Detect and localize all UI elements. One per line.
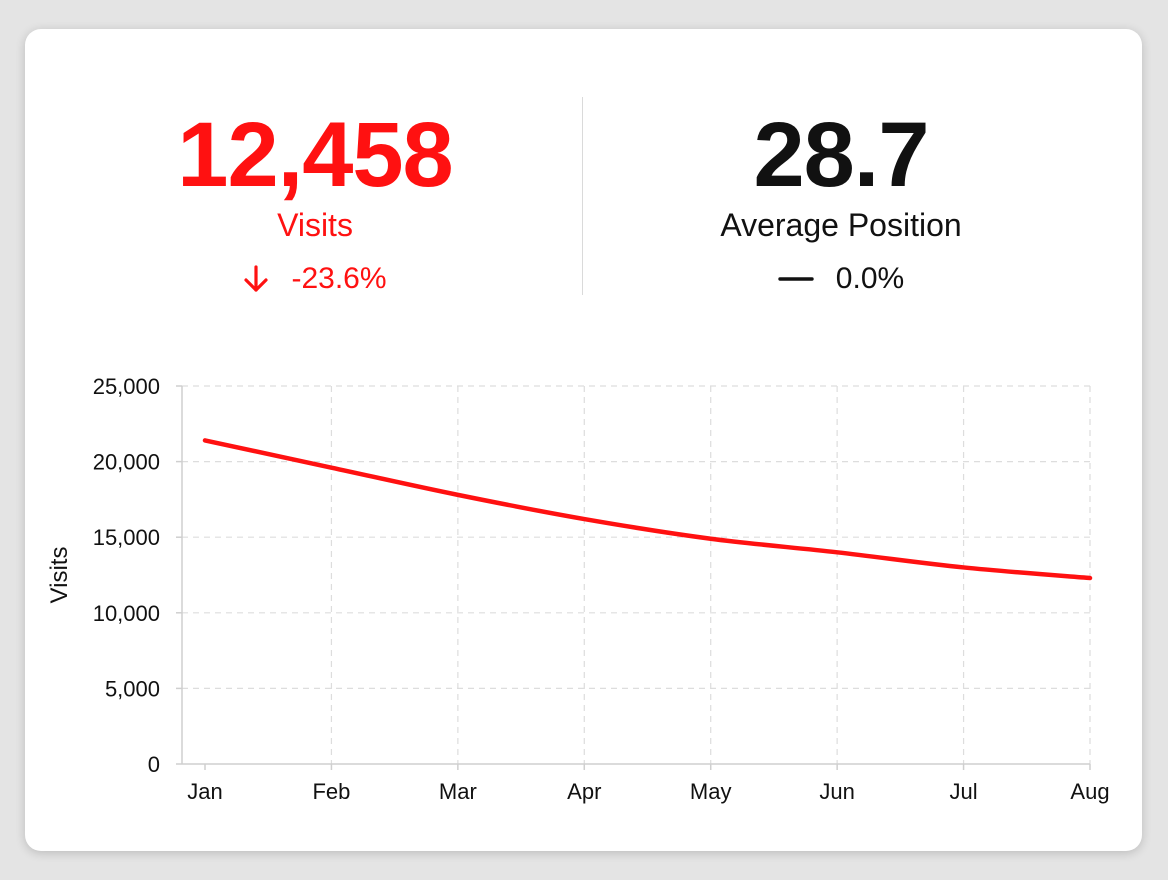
chart-series [202,438,1093,581]
visits-label: Visits [277,207,353,243]
metrics-divider [582,97,583,295]
y-tick-label: 25,000 [93,374,160,399]
x-tick-label: Mar [439,779,477,804]
x-tick-label: Aug [1070,779,1109,804]
y-axis-label: Visits [46,547,73,604]
chart-labels: 0 5,000 10,000 15,000 20,000 25,000 Jan Feb Mar A… [46,374,1110,804]
visits-change: -23.6% [85,259,545,299]
y-tick-label: 0 [148,752,160,777]
y-tick-label: 10,000 [93,601,160,626]
avg-position-change-value: 0.0% [835,262,905,295]
y-tick-label: 5,000 [105,676,160,701]
avg-position-metric: 28.7 Average Position 0.0% [611,105,1071,299]
visits-line-chart: 0 5,000 10,000 15,000 20,000 25,000 Jan Feb Mar A… [46,374,1110,804]
y-tick-label: 15,000 [93,525,160,550]
x-tick-label: Jul [950,779,978,804]
chart-grid [182,385,1091,764]
arrow-down-icon [243,264,269,294]
x-tick-label: May [690,779,732,804]
y-tick-label: 20,000 [93,450,160,475]
avg-position-value: 28.7 [753,104,929,206]
visits-series-line [202,438,1093,581]
metrics-card: 12,458 Visits -23.6% 28.7 Average Positi… [25,29,1142,851]
avg-position-change: 0.0% [611,259,1071,299]
x-tick-label: Apr [567,779,601,804]
x-tick-label: Jun [819,779,854,804]
x-tick-label: Feb [312,779,350,804]
visits-value: 12,458 [177,104,453,206]
chart-axes [176,385,1091,770]
visits-change-value: -23.6% [291,262,387,295]
avg-position-label: Average Position [720,207,962,243]
dash-icon [778,264,814,294]
visits-metric: 12,458 Visits -23.6% [85,105,545,299]
x-tick-label: Jan [187,779,222,804]
